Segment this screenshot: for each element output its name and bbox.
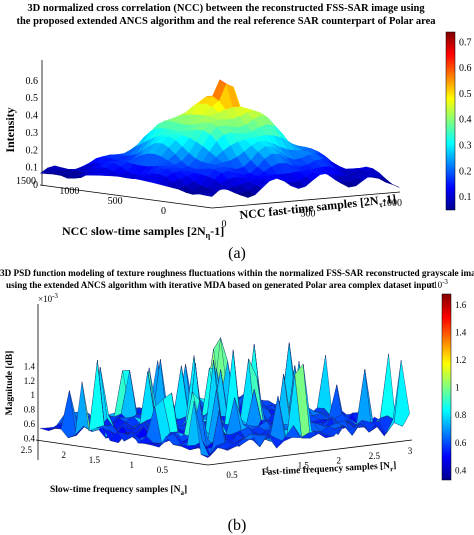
chart-b-surface — [39, 337, 410, 458]
surface-b-patch — [379, 353, 396, 421]
chart-b-z-tick: 1 — [31, 390, 36, 400]
chart-a-z-tick: 0.3 — [26, 128, 39, 139]
surface-a-patch — [385, 181, 400, 188]
chart-b-zlabel: Magnitude [dB] — [5, 351, 15, 416]
chart-a-colorbar-tick: 0.5 — [459, 89, 472, 100]
chart-a-colorbar-tick: 0.2 — [459, 166, 472, 177]
chart-a-fast-tick: 0 — [222, 219, 227, 230]
chart-a-z-tick: 0.1 — [26, 163, 39, 174]
chart-b-z-tick: 1.4 — [24, 361, 36, 371]
chart-a: 3D normalized cross correlation (NCC) be… — [3, 3, 472, 262]
chart-b-colorbar-tick: 0.8 — [455, 410, 467, 420]
chart-b-fast-tick: 2.5 — [369, 451, 381, 461]
chart-a-slow-ticks: 1500 1000 500 0 — [16, 176, 166, 217]
chart-b-colorbar-tick: 1.2 — [455, 355, 466, 365]
chart-a-z-tick: 0.6 — [26, 76, 39, 87]
chart-b-colorbar — [441, 293, 452, 481]
chart-b-z-tick: 0.4 — [24, 433, 36, 443]
chart-b-fast-tick: 2 — [337, 456, 342, 466]
chart-b-slow-ticks: 2.5 2 1.5 1 0.5 — [21, 445, 169, 475]
chart-b-colorbar-tick: 0.6 — [455, 438, 467, 448]
chart-a-title-line2: the proposed extended ANCS algorithm and… — [16, 16, 436, 27]
chart-b-colorbar-tick: 1.6 — [455, 300, 467, 310]
chart-b-slow-tick: 1 — [130, 460, 135, 470]
chart-b-fast-axis — [207, 439, 413, 466]
chart-b: 3D PSD function modeling of texture roug… — [0, 268, 474, 534]
chart-a-slow-tick: 500 — [108, 196, 123, 207]
surface-b-patch — [74, 381, 91, 436]
chart-b-colorbar-tick: 1.4 — [455, 328, 467, 338]
chart-a-colorbar-ticks: 0.1 0.2 0.3 0.4 0.5 0.6 0.7 — [459, 37, 472, 203]
chart-a-slow-axis — [39, 184, 213, 209]
chart-b-slow-tick: 2 — [62, 450, 67, 460]
chart-a-z-tick: 0 — [33, 180, 38, 191]
surface-b-patch — [394, 359, 410, 427]
chart-b-slow-tick: 0.5 — [157, 465, 169, 475]
chart-b-z-tick: 0.8 — [24, 405, 36, 415]
chart-a-colorbar-tick: 0.6 — [459, 63, 472, 74]
chart-b-panel-label: (b) — [228, 517, 247, 534]
chart-a-surface — [39, 79, 400, 198]
chart-b-slow-tick: 1.5 — [89, 455, 101, 465]
chart-a-colorbar-tick: 0.3 — [459, 141, 472, 152]
chart-a-colorbar — [445, 31, 456, 211]
chart-b-fast-tick: 1.5 — [298, 460, 310, 470]
chart-a-z-tick: 0.2 — [26, 145, 39, 156]
chart-a-fast-ticks: 0 500 1000 — [222, 198, 403, 230]
chart-a-slow-tick: 1000 — [59, 186, 79, 197]
chart-a-slow-tick: 0 — [161, 206, 166, 217]
chart-a-colorbar-tick: 0.1 — [459, 192, 472, 203]
chart-a-title-line1: 3D normalized cross correlation (NCC) be… — [27, 3, 425, 14]
chart-a-z-tick: 0.4 — [26, 111, 39, 122]
chart-b-slow-tick: 2.5 — [21, 445, 33, 455]
chart-a-zlabel: Intensity — [3, 107, 17, 152]
chart-a-fast-tick: 500 — [301, 209, 316, 220]
chart-a-fast-tick: 1000 — [382, 198, 402, 209]
chart-b-colorbar-ticks: 0.4 0.6 0.8 1 1.2 1.4 1.6 — [455, 300, 467, 475]
chart-b-slow-axis — [35, 439, 209, 466]
chart-a-fast-axis — [211, 191, 401, 209]
chart-a-panel-label: (a) — [228, 245, 246, 262]
chart-b-title-line1: 3D PSD function modeling of texture roug… — [0, 268, 474, 278]
chart-b-z-tick: 0.6 — [24, 419, 36, 429]
chart-b-colorbar-tick: 1 — [455, 383, 460, 393]
chart-b-title-line2: using the extended ANCS algorithm with i… — [6, 280, 436, 290]
chart-b-z-tick: 1.2 — [24, 376, 35, 386]
chart-b-z-ticks: 0.4 0.6 0.8 1 1.2 1.4 — [24, 361, 36, 443]
chart-b-colorbar-tick: 0.4 — [455, 465, 467, 475]
chart-b-exponent: ×10-3 — [428, 278, 448, 290]
chart-b-xlabel: Fast-time frequency samples [Nr] — [262, 461, 397, 480]
chart-a-ylabel: NCC slow-time samples [2Nη-1] — [62, 224, 224, 240]
chart-b-z-exponent: ×10-3 — [38, 292, 58, 304]
surface-a-patch — [378, 177, 393, 185]
chart-b-fast-tick: 1 — [265, 465, 270, 475]
chart-a-colorbar-tick: 0.7 — [459, 37, 472, 48]
chart-b-fast-ticks: 0.5 1 1.5 2 2.5 3 — [226, 446, 412, 480]
chart-a-colorbar-tick: 0.4 — [459, 115, 472, 126]
chart-a-xlabel: NCC fast-time samples [2Nτ-1] — [239, 192, 397, 224]
chart-a-z-ticks: 0 0.1 0.2 0.3 0.4 0.5 0.6 — [26, 76, 39, 191]
chart-b-fast-tick: 0.5 — [226, 470, 238, 480]
chart-b-fast-tick: 3 — [408, 446, 413, 456]
chart-a-z-tick: 0.5 — [26, 93, 39, 104]
chart-b-ylabel: Slow-time frequency samples [Na] — [50, 485, 187, 497]
chart-a-slow-tick: 1500 — [16, 176, 36, 187]
